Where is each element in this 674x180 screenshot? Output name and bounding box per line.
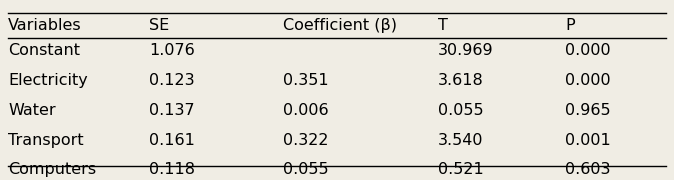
Text: 0.001: 0.001	[565, 133, 611, 148]
Text: 0.118: 0.118	[149, 162, 195, 177]
Text: Variables: Variables	[8, 18, 82, 33]
Text: 30.969: 30.969	[437, 43, 493, 58]
Text: 3.540: 3.540	[437, 133, 483, 148]
Text: 0.137: 0.137	[149, 103, 195, 118]
Text: 0.055: 0.055	[437, 103, 483, 118]
Text: Constant: Constant	[8, 43, 80, 58]
Text: 0.521: 0.521	[437, 162, 483, 177]
Text: 3.618: 3.618	[437, 73, 483, 88]
Text: SE: SE	[149, 18, 169, 33]
Text: T: T	[437, 18, 448, 33]
Text: 0.603: 0.603	[565, 162, 611, 177]
Text: 0.055: 0.055	[283, 162, 329, 177]
Text: 0.351: 0.351	[283, 73, 329, 88]
Text: Computers: Computers	[8, 162, 96, 177]
Text: 0.006: 0.006	[283, 103, 329, 118]
Text: 0.123: 0.123	[149, 73, 195, 88]
Text: Water: Water	[8, 103, 56, 118]
Text: 0.000: 0.000	[565, 43, 611, 58]
Text: 0.322: 0.322	[283, 133, 329, 148]
Text: Coefficient (β): Coefficient (β)	[283, 18, 397, 33]
Text: 1.076: 1.076	[149, 43, 195, 58]
Text: 0.161: 0.161	[149, 133, 195, 148]
Text: 0.000: 0.000	[565, 73, 611, 88]
Text: P: P	[565, 18, 575, 33]
Text: 0.965: 0.965	[565, 103, 611, 118]
Text: Transport: Transport	[8, 133, 84, 148]
Text: Electricity: Electricity	[8, 73, 88, 88]
